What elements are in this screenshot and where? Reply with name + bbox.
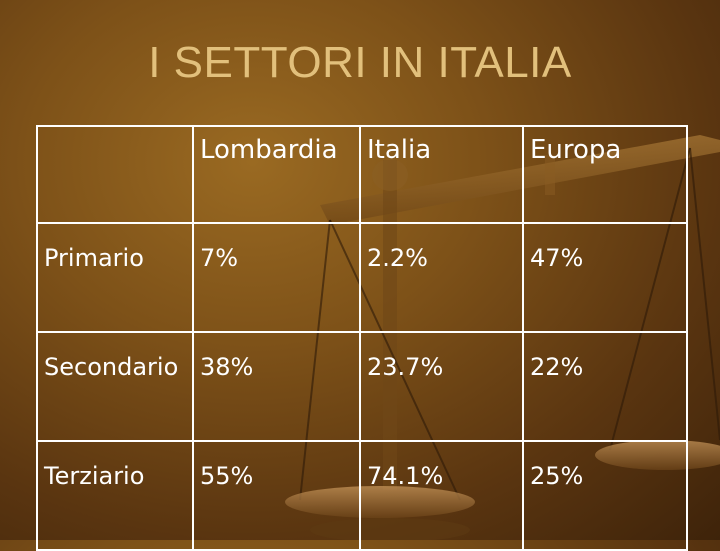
cell-value: 74.1%: [359, 440, 524, 551]
table-row: Secondario 38% 23.7% 22%: [36, 331, 688, 442]
cell-value: 2.2%: [359, 222, 524, 333]
page-title: I SETTORI IN ITALIA: [148, 38, 572, 87]
cell-value: 25%: [522, 440, 688, 551]
row-label-secondario: Secondario: [36, 331, 194, 442]
header-cell-europa: Europa: [522, 125, 688, 224]
row-label-terziario: Terziario: [36, 440, 194, 551]
header-cell-italia: Italia: [359, 125, 524, 224]
header-cell-lombardia: Lombardia: [192, 125, 361, 224]
cell-value: 55%: [192, 440, 361, 551]
cell-value: 7%: [192, 222, 361, 333]
table-header-row: Lombardia Italia Europa: [36, 125, 688, 224]
header-cell-empty: [36, 125, 194, 224]
cell-value: 47%: [522, 222, 688, 333]
cell-value: 23.7%: [359, 331, 524, 442]
row-label-primario: Primario: [36, 222, 194, 333]
table-row: Terziario 55% 74.1% 25%: [36, 440, 688, 551]
cell-value: 22%: [522, 331, 688, 442]
table-row: Primario 7% 2.2% 47%: [36, 222, 688, 333]
sectors-table: Lombardia Italia Europa Primario 7% 2.2%…: [36, 125, 688, 551]
cell-value: 38%: [192, 331, 361, 442]
